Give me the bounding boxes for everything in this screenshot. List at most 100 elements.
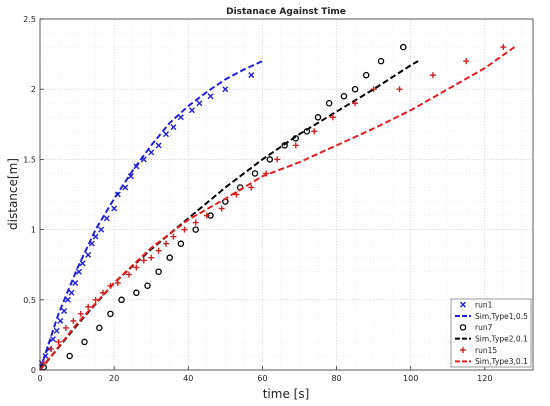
data-point [53,327,60,334]
data-point [463,58,470,65]
data-point [85,303,92,310]
data-point [155,268,162,275]
data-point [79,260,86,267]
data-point [81,338,88,346]
series-Sim,Type1,0.5 [39,60,263,371]
legend-swatch [460,301,466,308]
series-layer [38,43,516,371]
y-tick-label: 2.5 [23,15,36,24]
x-tick-label: 100 [403,374,418,383]
data-point [85,251,92,258]
data-point [98,226,105,233]
x-axis-label: time [s] [263,387,310,401]
data-point [170,233,177,240]
data-point [163,240,170,247]
data-point [429,72,436,79]
data-point [314,114,322,121]
data-point [163,131,170,138]
x-tick-label: 40 [183,374,193,383]
data-point [155,142,162,149]
x-tick-label: 0 [37,374,42,383]
data-point [133,264,140,271]
data-point [125,271,132,278]
legend-entry: Sim,Type1,0.5 [455,312,528,321]
y-tick-label: 1 [31,226,36,235]
data-point [340,92,348,100]
data-point [148,254,155,261]
data-point [192,226,199,233]
data-point [203,212,210,219]
legend: run1 Sim,Type1,0.5 run7 Sim,Type2,0.1 run15 S… [450,298,532,368]
legend-entry: run7 [459,323,493,332]
y-tick-label: 0 [31,366,36,375]
data-point [64,296,71,303]
data-point [188,107,195,114]
y-axis-label: distance[m] [6,158,20,230]
data-point [140,257,147,264]
data-point [325,99,333,107]
data-point [96,324,103,332]
data-point [329,114,336,121]
series-line [39,60,419,371]
data-point [107,310,114,318]
data-point [311,128,318,135]
data-point [72,279,79,286]
data-point [274,156,281,163]
legend-label: run15 [475,346,497,355]
legend-entry: run15 [460,346,497,355]
data-point [370,86,377,93]
data-point [148,149,155,156]
data-point [233,191,240,198]
series-line [39,46,516,371]
legend-box [450,298,532,368]
data-point [196,100,203,107]
legend-label: run1 [475,300,493,309]
data-point [70,317,77,324]
data-point [396,86,403,93]
y-tick-label: 2 [31,85,36,94]
data-point [500,44,507,51]
legend-entry: Sim,Type3,0.1 [455,357,528,366]
data-point [62,324,69,331]
x-tick-label: 60 [257,374,267,383]
legend-swatch [460,347,466,353]
data-point [377,57,385,65]
data-point [222,86,229,93]
chart-title: Distanace Against Time [226,7,346,17]
data-point [281,142,288,149]
data-point [400,43,407,51]
data-point [207,93,214,100]
plot-frame [39,18,534,371]
data-point [133,289,140,297]
series-Sim,Type3,0.1 [39,46,516,371]
legend-entry: run1 [460,300,493,309]
data-point [75,268,82,275]
data-point [55,338,62,345]
legend-swatch [459,324,467,331]
data-point [118,296,125,304]
x-tick-label: 120 [477,374,492,383]
legend-label: Sim,Type3,0.1 [475,357,528,366]
data-point [49,336,56,343]
series-Sim,Type2,0.1 [39,60,419,371]
data-point [177,240,185,247]
legend-label: Sim,Type1,0.5 [475,312,528,321]
data-point [77,310,84,317]
data-point [127,173,134,180]
data-point [61,308,68,315]
data-point [68,289,75,296]
data-point [248,184,255,191]
data-point [351,85,359,93]
data-point [111,205,118,212]
x-tick-label: 20 [109,374,119,383]
data-point [57,317,64,324]
data-point [266,156,274,163]
y-tick-label: 0.5 [23,296,36,305]
y-tick-label: 1.5 [23,155,36,164]
data-point [114,279,121,286]
data-point [248,72,255,79]
series-run15 [40,44,507,366]
data-point [170,124,177,131]
data-point [66,352,73,360]
